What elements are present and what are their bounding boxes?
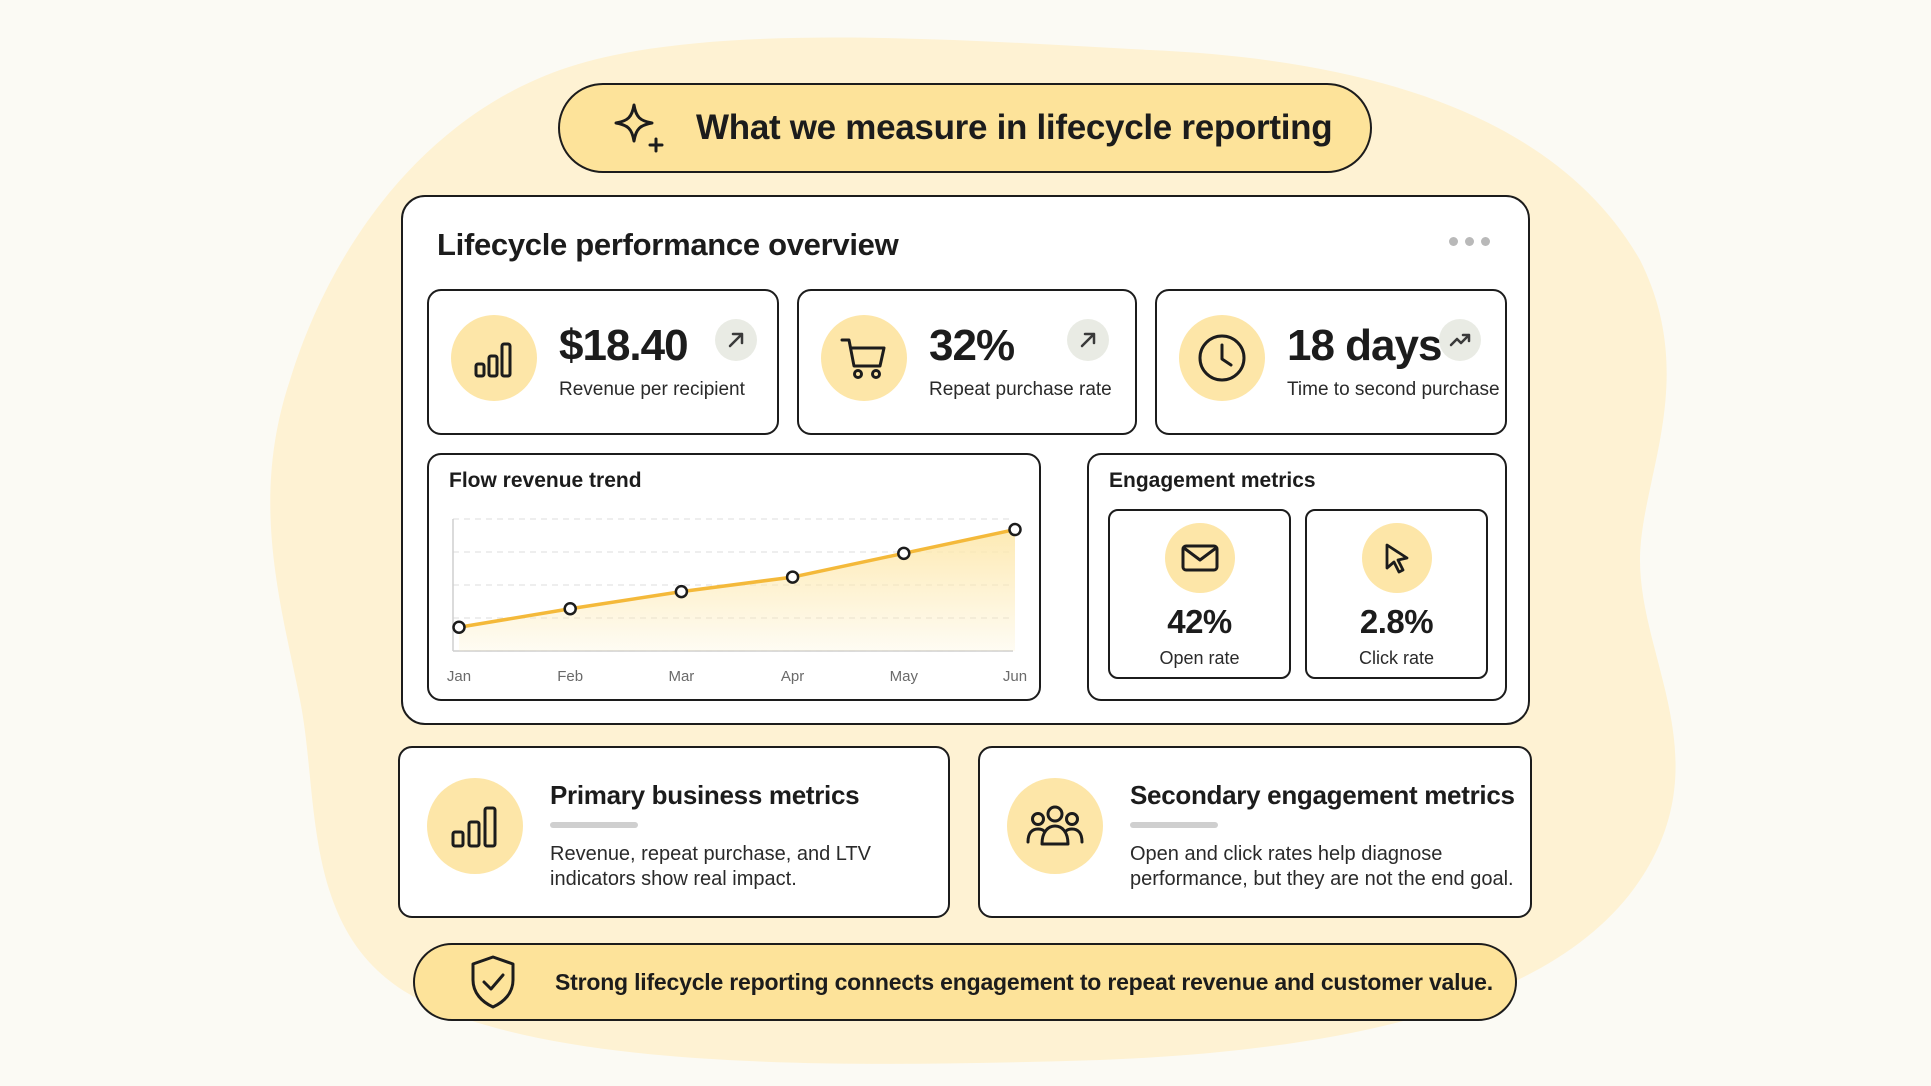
- kpi-label: Revenue per recipient: [559, 379, 745, 400]
- x-tick-label: Jun: [1003, 668, 1027, 685]
- bar-chart-icon: [451, 806, 497, 848]
- x-tick-label: May: [890, 668, 919, 685]
- open-rate-value: 42%: [1167, 603, 1232, 640]
- clock-icon: [1198, 334, 1246, 382]
- shield-check-icon: [471, 955, 515, 1009]
- data-point-may: [897, 546, 911, 561]
- kpi-label: Time to second purchase: [1287, 379, 1500, 400]
- divider: [1130, 822, 1218, 828]
- overview-card: Lifecycle performance overview $18.40 Re…: [401, 195, 1530, 725]
- envelope-icon: [1181, 544, 1218, 572]
- data-point-feb: [563, 602, 577, 616]
- open-rate-card: 42% Open rate: [1108, 509, 1291, 679]
- card-description: Revenue, repeat purchase, and LTV indica…: [550, 843, 871, 890]
- divider: [550, 822, 638, 828]
- overview-title: Lifecycle performance overview: [437, 227, 899, 262]
- more-dots-icon[interactable]: [1449, 237, 1490, 246]
- flow-revenue-chart: Jan Feb Mar Apr May Jun: [447, 518, 1027, 685]
- kpi-card-revenue-per-recipient: $18.40 Revenue per recipient: [427, 289, 779, 435]
- click-rate-label: Click rate: [1358, 648, 1434, 668]
- shopping-cart-icon: [840, 338, 886, 379]
- data-point-apr: [785, 570, 800, 584]
- x-tick-label: Jan: [447, 668, 471, 685]
- secondary-engagement-metrics-card: Secondary engagement metrics Open and cl…: [978, 746, 1532, 918]
- engagement-metrics-panel: Engagement metrics 42% Open rate 2.8% Cl…: [1087, 453, 1507, 701]
- kpi-value: 32%: [929, 321, 1015, 370]
- kpi-value: 18 days: [1287, 321, 1442, 370]
- bar-chart-icon: [474, 342, 512, 378]
- footer-banner: Strong lifecycle reporting connects enga…: [413, 943, 1517, 1021]
- kpi-label: Repeat purchase rate: [929, 379, 1112, 400]
- card-description: Open and click rates help diagnose perfo…: [1130, 843, 1514, 890]
- header-banner: What we measure in lifecycle reporting: [558, 83, 1372, 173]
- open-rate-label: Open rate: [1159, 648, 1240, 668]
- data-point-jun: [1008, 522, 1022, 537]
- trending-up-icon: [1449, 333, 1471, 347]
- kpi-card-time-to-second-purchase: 18 days Time to second purchase: [1155, 289, 1507, 435]
- card-title: Secondary engagement metrics: [1130, 780, 1515, 810]
- engagement-title: Engagement metrics: [1109, 469, 1316, 492]
- data-point-jan: [452, 620, 466, 634]
- arrow-up-right-icon: [1080, 332, 1096, 348]
- card-title: Primary business metrics: [550, 780, 860, 810]
- series-line: [458, 527, 1016, 629]
- people-group-icon: [1026, 805, 1084, 846]
- kpi-value: $18.40: [559, 321, 689, 370]
- x-tick-label: Mar: [668, 668, 694, 685]
- cursor-icon: [1385, 543, 1408, 574]
- sparkle-icon: [614, 103, 664, 153]
- primary-business-metrics-card: Primary business metrics Revenue, repeat…: [398, 746, 950, 918]
- footer-text: Strong lifecycle reporting connects enga…: [555, 968, 1493, 995]
- click-rate-card: 2.8% Click rate: [1305, 509, 1488, 679]
- x-tick-label: Feb: [557, 668, 583, 685]
- page-title: What we measure in lifecycle reporting: [696, 108, 1333, 147]
- click-rate-value: 2.8%: [1359, 603, 1434, 640]
- chart-title: Flow revenue trend: [449, 469, 642, 492]
- arrow-up-right-icon: [728, 332, 744, 348]
- x-tick-label: Apr: [781, 668, 804, 685]
- kpi-card-repeat-purchase-rate: 32% Repeat purchase rate: [797, 289, 1137, 435]
- flow-revenue-trend-panel: Flow revenue trend Jan Feb Mar Apr May Jun: [427, 453, 1041, 701]
- data-point-mar: [674, 584, 689, 599]
